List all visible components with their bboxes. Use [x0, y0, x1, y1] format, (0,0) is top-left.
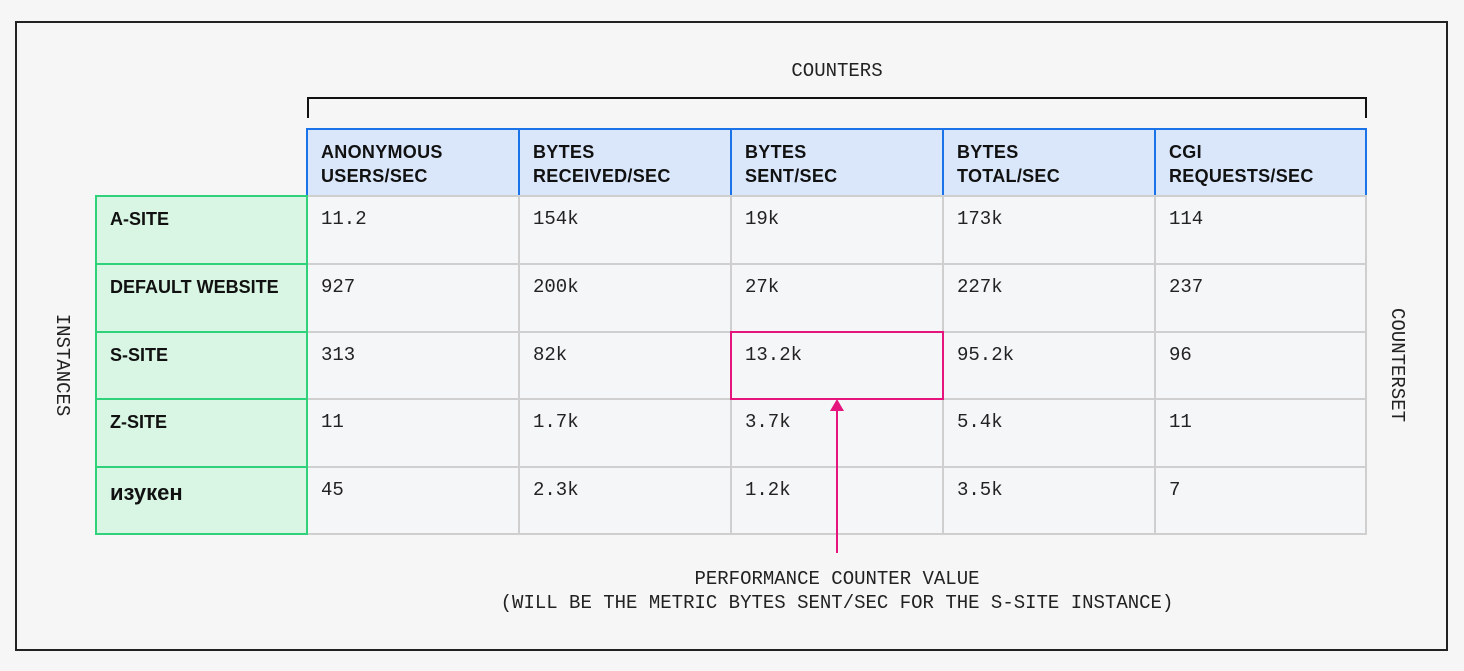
row-header-text: S-SITE — [110, 345, 169, 365]
value-cell: 1.7k — [518, 398, 732, 468]
cell-value: 237 — [1169, 276, 1204, 298]
row-header: S-SITE — [95, 331, 308, 400]
value-cell: 927 — [306, 263, 520, 333]
cell-value: 154k — [533, 208, 579, 230]
cell-value: 11.2 — [321, 208, 367, 230]
column-header-text: BYTES — [533, 142, 595, 162]
cell-value: 1.7k — [533, 411, 579, 433]
cell-value: 11 — [321, 411, 344, 433]
row-header-text: DEFAULT WEBSITE — [110, 277, 279, 297]
cell-value: 82k — [533, 344, 568, 366]
row-header: A-SITE — [95, 195, 308, 265]
value-cell: 82k — [518, 331, 732, 400]
column-header-text: ANONYMOUS — [321, 142, 443, 162]
row-header: изукен — [95, 466, 308, 535]
value-cell: 5.4k — [942, 398, 1156, 468]
row-header-text: Z-SITE — [110, 412, 167, 432]
column-header-text: SENT/SEC — [745, 166, 838, 186]
cell-value: 927 — [321, 276, 356, 298]
column-header: CGI REQUESTS/SEC — [1154, 128, 1367, 197]
value-cell: 11 — [1154, 398, 1367, 468]
cell-value: 95.2k — [957, 344, 1015, 366]
cell-value: 96 — [1169, 344, 1192, 366]
value-cell: 13.2k — [730, 331, 944, 400]
column-header-text: TOTAL/SEC — [957, 166, 1061, 186]
cell-value: 200k — [533, 276, 579, 298]
highlight — [730, 331, 944, 400]
counters-label: COUNTERS — [791, 60, 883, 82]
cell-value: 114 — [1169, 208, 1204, 230]
column-header-text: BYTES — [745, 142, 807, 162]
cell-value: 1.2k — [745, 479, 791, 501]
value-cell: 3.5k — [942, 466, 1156, 535]
column-header: ANONYMOUS USERS/SEC — [306, 128, 520, 197]
caption: PERFORMANCE COUNTER VALUE (WILL BE THE M… — [337, 567, 1337, 615]
cell-value: 7 — [1169, 479, 1181, 501]
column-header-text: USERS/SEC — [321, 166, 428, 186]
cell-value: 19k — [745, 208, 780, 230]
value-cell: 313 — [306, 331, 520, 400]
value-cell: 11 — [306, 398, 520, 468]
arrow-head — [830, 399, 844, 411]
frame — [15, 21, 1448, 651]
cell-value: 11 — [1169, 411, 1192, 433]
value-cell: 95.2k — [942, 331, 1156, 400]
column-header-text: RECEIVED/SEC — [533, 166, 671, 186]
cell-value: 3.5k — [957, 479, 1003, 501]
row-header-text: A-SITE — [110, 209, 170, 229]
bracket — [307, 97, 1367, 118]
cell-value: 2.3k — [533, 479, 579, 501]
cell-value: 227k — [957, 276, 1003, 298]
column-header-text: REQUESTS/SEC — [1169, 166, 1314, 186]
column-header-text: CGI — [1169, 142, 1202, 162]
value-cell: 11.2 — [306, 195, 520, 265]
cell-value: 173k — [957, 208, 1003, 230]
value-cell: 19k — [730, 195, 944, 265]
cell-value: 3.7k — [745, 411, 791, 433]
caption-line: PERFORMANCE COUNTER VALUE — [694, 568, 980, 590]
cell-value: 5.4k — [957, 411, 1003, 433]
value-cell: 27k — [730, 263, 944, 333]
value-cell: 7 — [1154, 466, 1367, 535]
cell-value: 45 — [321, 479, 344, 501]
row-header-text: изукен — [110, 480, 183, 505]
cell-value: 313 — [321, 344, 356, 366]
cell-value: 13.2k — [745, 344, 803, 366]
cell-value: 27k — [745, 276, 780, 298]
caption-line: (WILL BE THE METRIC BYTES SENT/SEC FOR T… — [500, 592, 1174, 614]
column-header: BYTES RECEIVED/SEC — [518, 128, 732, 197]
column-header-text: BYTES — [957, 142, 1019, 162]
